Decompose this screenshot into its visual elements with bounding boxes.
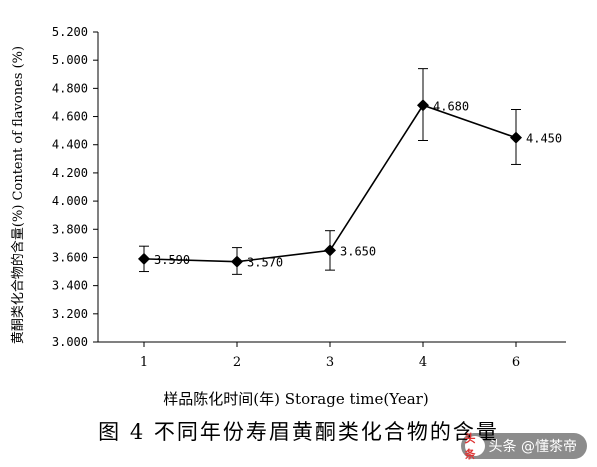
y-axis-ticks: 3.000 3.200 3.400 3.600 3.800 4.000 4.200 4.400… xyxy=(52,25,98,349)
data-point-diamond xyxy=(324,244,336,257)
y-tick-label: 4.400 xyxy=(52,138,88,152)
y-tick-label: 3.000 xyxy=(52,335,88,349)
x-tick-label: 6 xyxy=(512,355,520,370)
data-label: 3.570 xyxy=(247,256,283,270)
y-tick-label: 3.400 xyxy=(52,279,88,293)
data-label: 4.680 xyxy=(433,99,469,113)
data-label: 4.450 xyxy=(526,132,562,146)
x-tick-label: 3 xyxy=(326,355,334,370)
y-tick-label: 3.800 xyxy=(52,222,88,236)
y-tick-label: 3.200 xyxy=(52,307,88,321)
x-tick-label: 1 xyxy=(140,355,148,370)
x-tick-label: 4 xyxy=(419,355,427,370)
data-label: 3.590 xyxy=(154,253,190,267)
y-tick-label: 5.000 xyxy=(52,53,88,67)
x-tick-label: 2 xyxy=(233,355,241,370)
data-point-diamond xyxy=(417,99,429,112)
y-tick-label: 4.200 xyxy=(52,166,88,180)
figure-caption: 图 4 不同年份寿眉黄酮类化合物的含量 xyxy=(98,420,499,444)
data-markers xyxy=(138,99,522,268)
y-tick-label: 3.600 xyxy=(52,250,88,264)
y-tick-label: 4.800 xyxy=(52,81,88,95)
data-labels: 3.590 3.570 3.650 4.680 4.450 xyxy=(154,99,562,269)
x-axis-ticks: 1 2 3 4 6 xyxy=(140,342,520,370)
toutiao-logo-icon: 头条 xyxy=(464,432,485,461)
data-point-diamond xyxy=(138,252,150,265)
y-axis-label: 黄酮类化合物的含量(%) Content of flavones (%) xyxy=(10,46,26,344)
y-tick-label: 4.000 xyxy=(52,194,88,208)
data-point-diamond xyxy=(510,131,522,144)
watermark-text: 头条 @懂茶帝 xyxy=(488,439,577,455)
chart-axes xyxy=(97,32,566,343)
watermark-badge: 头条 头条 @懂茶帝 xyxy=(460,432,587,461)
x-axis-label: 样品陈化时间(年) Storage time(Year) xyxy=(163,390,428,408)
y-tick-label: 4.600 xyxy=(52,110,88,124)
data-point-diamond xyxy=(231,255,243,268)
data-label: 3.650 xyxy=(340,244,376,258)
y-tick-label: 5.200 xyxy=(52,25,88,39)
